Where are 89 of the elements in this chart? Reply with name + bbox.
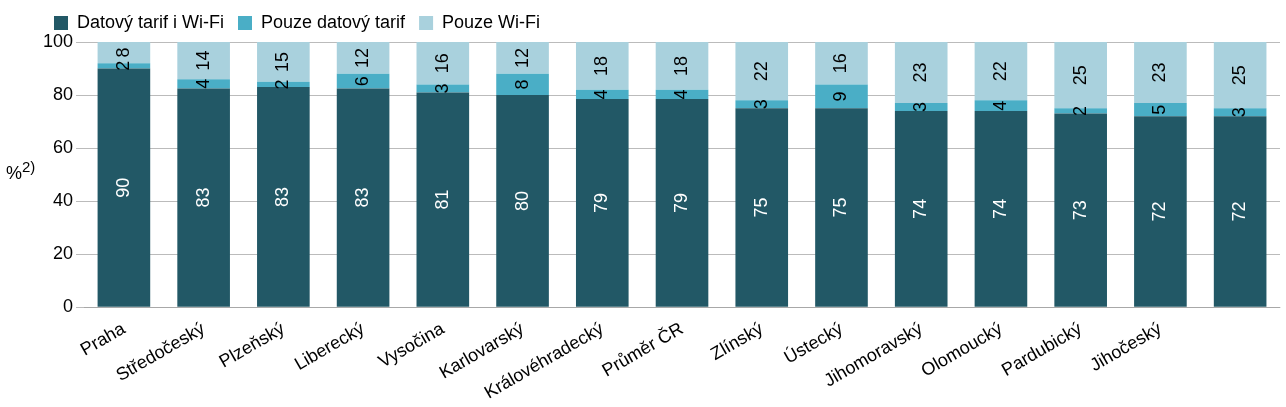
bar: [894, 110, 948, 307]
data-label: 12: [352, 47, 373, 68]
data-label: 2: [272, 79, 293, 90]
bar: [974, 110, 1028, 307]
bar: [177, 42, 230, 80]
data-label: 8: [511, 79, 532, 90]
data-label: 8: [112, 47, 133, 58]
bar: [416, 42, 470, 85]
data-label: 25: [1069, 65, 1090, 86]
data-label: 23: [1149, 62, 1170, 83]
bar: [496, 73, 549, 96]
bar: [1134, 42, 1187, 104]
bar: [815, 84, 868, 109]
bar: [655, 99, 709, 307]
data-label: 3: [910, 101, 931, 112]
data-label: 74: [989, 198, 1010, 219]
y-tick-label: 100: [42, 30, 74, 51]
bar: [735, 108, 789, 307]
data-label: 83: [272, 186, 293, 207]
data-label: 73: [1069, 200, 1090, 221]
bar: [655, 42, 709, 90]
data-label: 83: [192, 187, 213, 208]
data-label: 18: [591, 55, 612, 76]
data-label: 25: [1229, 65, 1250, 86]
bar: [336, 88, 390, 307]
y-tick-label: 40: [53, 190, 74, 211]
data-label: 3: [1229, 107, 1250, 118]
data-label: 2: [1069, 105, 1090, 116]
data-label: 72: [1229, 201, 1250, 222]
data-label: 22: [750, 61, 771, 82]
bar: [1134, 116, 1187, 307]
data-label: 16: [431, 53, 452, 74]
data-label: 22: [989, 61, 1010, 82]
y-axis-title: %$^{2)}$: [6, 158, 36, 184]
bar: [735, 42, 789, 101]
data-label: 3: [431, 83, 452, 94]
bar: [97, 68, 151, 307]
data-label: 4: [989, 100, 1010, 111]
data-label: 14: [192, 50, 213, 71]
bar: [1213, 116, 1267, 307]
data-label: 12: [511, 47, 532, 68]
data-label: 80: [511, 190, 532, 211]
data-label: 75: [830, 197, 851, 218]
bar: [575, 42, 629, 90]
bar: [257, 42, 310, 82]
data-label: 4: [670, 89, 691, 100]
bar: [815, 42, 868, 85]
y-tick-label: 60: [53, 137, 74, 158]
data-label: 72: [1149, 201, 1170, 222]
bar: [974, 100, 1028, 111]
data-label: 5: [1149, 104, 1170, 115]
bar: [974, 42, 1028, 101]
data-label: 16: [830, 53, 851, 74]
data-label: 23: [910, 62, 931, 83]
y-tick-label: 20: [53, 243, 74, 264]
data-label: 9: [830, 91, 851, 102]
bar: [1054, 113, 1107, 307]
data-label: 90: [112, 177, 133, 198]
data-label: 6: [352, 76, 373, 87]
bar: [815, 108, 868, 307]
legend-label: Datový tarif i Wi-Fi: [77, 11, 225, 32]
bar: [257, 87, 310, 307]
bar: [416, 92, 470, 307]
legend-label: Pouze datový tarif: [261, 11, 407, 32]
bar: [894, 42, 948, 104]
data-label: 15: [272, 51, 293, 72]
data-label: 18: [670, 55, 691, 76]
bar: [177, 88, 230, 307]
bar: [1054, 42, 1107, 109]
bar: [575, 99, 629, 307]
y-tick-label: 0: [63, 296, 74, 317]
bar: [1213, 42, 1267, 109]
bar: [496, 95, 549, 307]
data-label: 81: [431, 189, 452, 210]
bar: [336, 42, 390, 74]
data-label: 2: [112, 60, 133, 71]
bar: [496, 42, 549, 74]
y-tick-label: 80: [53, 84, 74, 105]
data-label: 75: [750, 197, 771, 218]
bar: [1054, 108, 1107, 114]
data-label: 4: [192, 78, 213, 89]
data-label: 3: [750, 99, 771, 110]
data-label: 4: [591, 89, 612, 100]
bar: [97, 63, 151, 69]
legend-label: Pouze Wi-Fi: [442, 11, 541, 32]
data-label: 83: [352, 187, 373, 208]
data-label: 74: [910, 198, 931, 219]
data-label: 79: [670, 192, 691, 213]
data-label: 79: [591, 192, 612, 213]
